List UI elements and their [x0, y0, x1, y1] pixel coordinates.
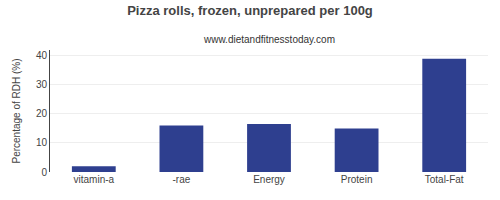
svg-text:vitamin-a: vitamin-a [74, 174, 115, 185]
svg-text:30: 30 [36, 79, 48, 90]
svg-text:20: 20 [36, 108, 48, 119]
svg-text:Energy: Energy [253, 174, 285, 185]
svg-text:www.dietandfitnesstoday.com: www.dietandfitnesstoday.com [203, 34, 335, 45]
svg-text:Total-Fat: Total-Fat [425, 174, 464, 185]
svg-text:-rae: -rae [173, 174, 191, 185]
svg-text:Protein: Protein [341, 174, 373, 185]
svg-text:Percentage of RDH (%): Percentage of RDH (%) [11, 58, 22, 163]
svg-text:40: 40 [36, 50, 48, 61]
svg-text:Pizza rolls, frozen, unprepare: Pizza rolls, frozen, unprepared per 100g [127, 3, 373, 18]
svg-text:10: 10 [36, 137, 48, 148]
svg-text:0: 0 [41, 167, 47, 178]
